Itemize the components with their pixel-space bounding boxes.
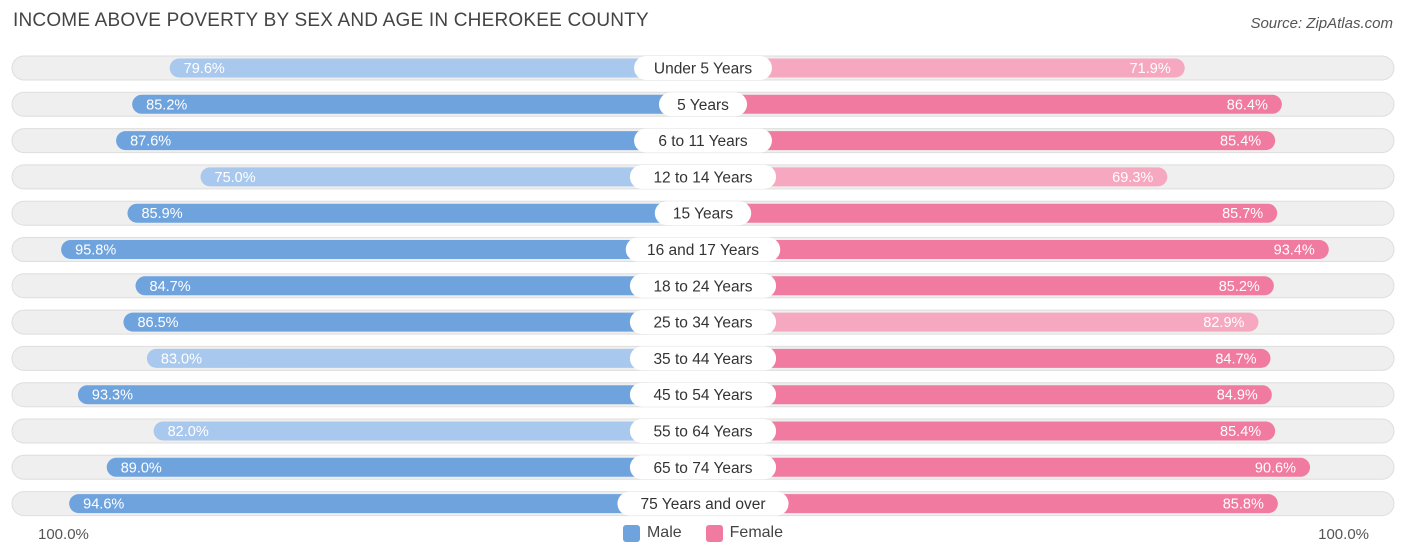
bar-male [127, 203, 704, 223]
category-label: 55 to 64 Years [653, 424, 752, 441]
category-label: 16 and 17 Years [647, 242, 759, 259]
bar-male [135, 276, 703, 296]
data-label-male: 85.2% [146, 97, 187, 113]
legend-swatch-female [705, 524, 723, 542]
data-label-female: 85.8% [1223, 497, 1264, 513]
category-label: Under 5 Years [654, 61, 752, 78]
bar-male [116, 131, 703, 151]
category-pill [629, 455, 777, 480]
data-label-male: 87.6% [130, 134, 171, 150]
data-label-female: 84.9% [1217, 388, 1258, 404]
category-pill [654, 201, 752, 226]
legend-item-female[interactable]: Female [705, 524, 784, 542]
bar-female [703, 494, 1278, 514]
category-label: 5 Years [677, 97, 729, 114]
category-pill [625, 237, 781, 262]
bar-female [703, 312, 1259, 332]
data-label-female: 71.9% [1130, 61, 1171, 77]
bar-female [703, 385, 1272, 405]
data-label-female: 82.9% [1203, 315, 1244, 331]
data-label-male: 85.9% [141, 206, 182, 222]
bar-male [153, 421, 704, 441]
category-label: 18 to 24 Years [653, 278, 752, 295]
axis-left-label: 100.0% [38, 526, 89, 543]
legend: Male Female [0, 524, 1406, 542]
data-label-female: 85.4% [1220, 134, 1261, 150]
category-label: 12 to 14 Years [653, 169, 752, 186]
bar-male [132, 94, 703, 114]
bar-female [703, 58, 1185, 78]
category-pill [629, 273, 777, 298]
data-label-female: 69.3% [1112, 170, 1153, 186]
legend-label-female: Female [729, 524, 784, 541]
bar-female [703, 167, 1168, 187]
category-label: 45 to 54 Years [653, 387, 752, 404]
data-label-male: 93.3% [92, 388, 133, 404]
chart-title: INCOME ABOVE POVERTY BY SEX AND AGE IN C… [13, 10, 649, 31]
data-label-female: 85.7% [1222, 206, 1263, 222]
data-label-male: 79.6% [184, 61, 225, 77]
data-label-male: 89.0% [121, 460, 162, 476]
bar-male [106, 457, 703, 477]
bar-female [703, 421, 1276, 441]
bar-female [703, 131, 1276, 151]
category-pill [634, 128, 772, 153]
category-pill [629, 382, 777, 407]
category-label: 65 to 74 Years [653, 460, 752, 477]
data-label-female: 85.2% [1219, 279, 1260, 295]
category-pill [629, 164, 777, 189]
bar-male [169, 58, 703, 78]
data-label-male: 95.8% [75, 243, 116, 259]
legend-label-male: Male [646, 524, 682, 541]
data-label-female: 86.4% [1227, 97, 1268, 113]
data-label-female: 85.4% [1220, 424, 1261, 440]
data-label-female: 93.4% [1274, 243, 1315, 259]
category-label: 25 to 34 Years [653, 315, 752, 332]
bar-female [703, 240, 1329, 259]
bar-female [703, 457, 1311, 477]
data-label-male: 84.7% [150, 279, 191, 295]
data-label-female: 84.7% [1215, 351, 1256, 367]
bar-male [69, 494, 704, 514]
data-label-male: 86.5% [137, 315, 178, 331]
legend-item-male[interactable]: Male [622, 524, 682, 542]
data-label-male: 82.0% [168, 424, 209, 440]
data-label-female: 90.6% [1255, 460, 1296, 476]
bar-male [77, 385, 703, 405]
legend-swatch-male [622, 524, 640, 542]
category-label: 15 Years [673, 206, 734, 223]
bar-female [703, 203, 1278, 223]
bar-male [61, 240, 703, 259]
category-pill [629, 310, 777, 335]
category-pill [634, 56, 772, 80]
chart-area: 79.6% 71.9% Under 5 Years 85.2% 86.4% 5 Years… [11, 55, 1395, 517]
category-label: 6 to 11 Years [658, 133, 748, 150]
source-label: Source: ZipAtlas.com [1250, 15, 1393, 32]
category-pill [629, 346, 777, 371]
category-pill [658, 92, 748, 117]
category-pill [617, 491, 789, 516]
data-label-male: 83.0% [161, 351, 202, 367]
data-label-male: 75.0% [215, 170, 256, 186]
category-pill [629, 419, 777, 443]
axis-right-label: 100.0% [1318, 526, 1369, 543]
category-label: 75 Years and over [641, 496, 766, 513]
bar-female [703, 348, 1271, 368]
data-label-male: 94.6% [83, 497, 124, 513]
bar-female [703, 276, 1274, 296]
bar-male [200, 167, 703, 187]
bar-male [146, 348, 703, 368]
category-label: 35 to 44 Years [653, 351, 752, 368]
bar-female [703, 94, 1282, 114]
bar-male [123, 312, 703, 332]
